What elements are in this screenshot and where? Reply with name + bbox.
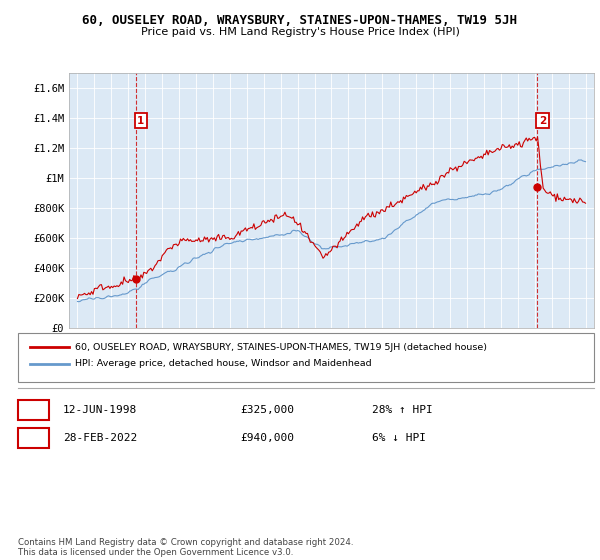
Text: 28-FEB-2022: 28-FEB-2022 [63,433,137,443]
Text: HPI: Average price, detached house, Windsor and Maidenhead: HPI: Average price, detached house, Wind… [75,360,371,368]
Text: 2: 2 [30,433,37,443]
Text: 60, OUSELEY ROAD, WRAYSBURY, STAINES-UPON-THAMES, TW19 5JH: 60, OUSELEY ROAD, WRAYSBURY, STAINES-UPO… [83,14,517,27]
Text: 1: 1 [137,116,145,126]
Text: 1: 1 [30,405,37,415]
Text: 2: 2 [539,116,546,126]
Text: £940,000: £940,000 [240,433,294,443]
Text: £325,000: £325,000 [240,405,294,415]
Text: Contains HM Land Registry data © Crown copyright and database right 2024.
This d: Contains HM Land Registry data © Crown c… [18,538,353,557]
Text: 6% ↓ HPI: 6% ↓ HPI [372,433,426,443]
Text: 60, OUSELEY ROAD, WRAYSBURY, STAINES-UPON-THAMES, TW19 5JH (detached house): 60, OUSELEY ROAD, WRAYSBURY, STAINES-UPO… [75,343,487,352]
Text: 28% ↑ HPI: 28% ↑ HPI [372,405,433,415]
Text: Price paid vs. HM Land Registry's House Price Index (HPI): Price paid vs. HM Land Registry's House … [140,27,460,37]
Text: 12-JUN-1998: 12-JUN-1998 [63,405,137,415]
